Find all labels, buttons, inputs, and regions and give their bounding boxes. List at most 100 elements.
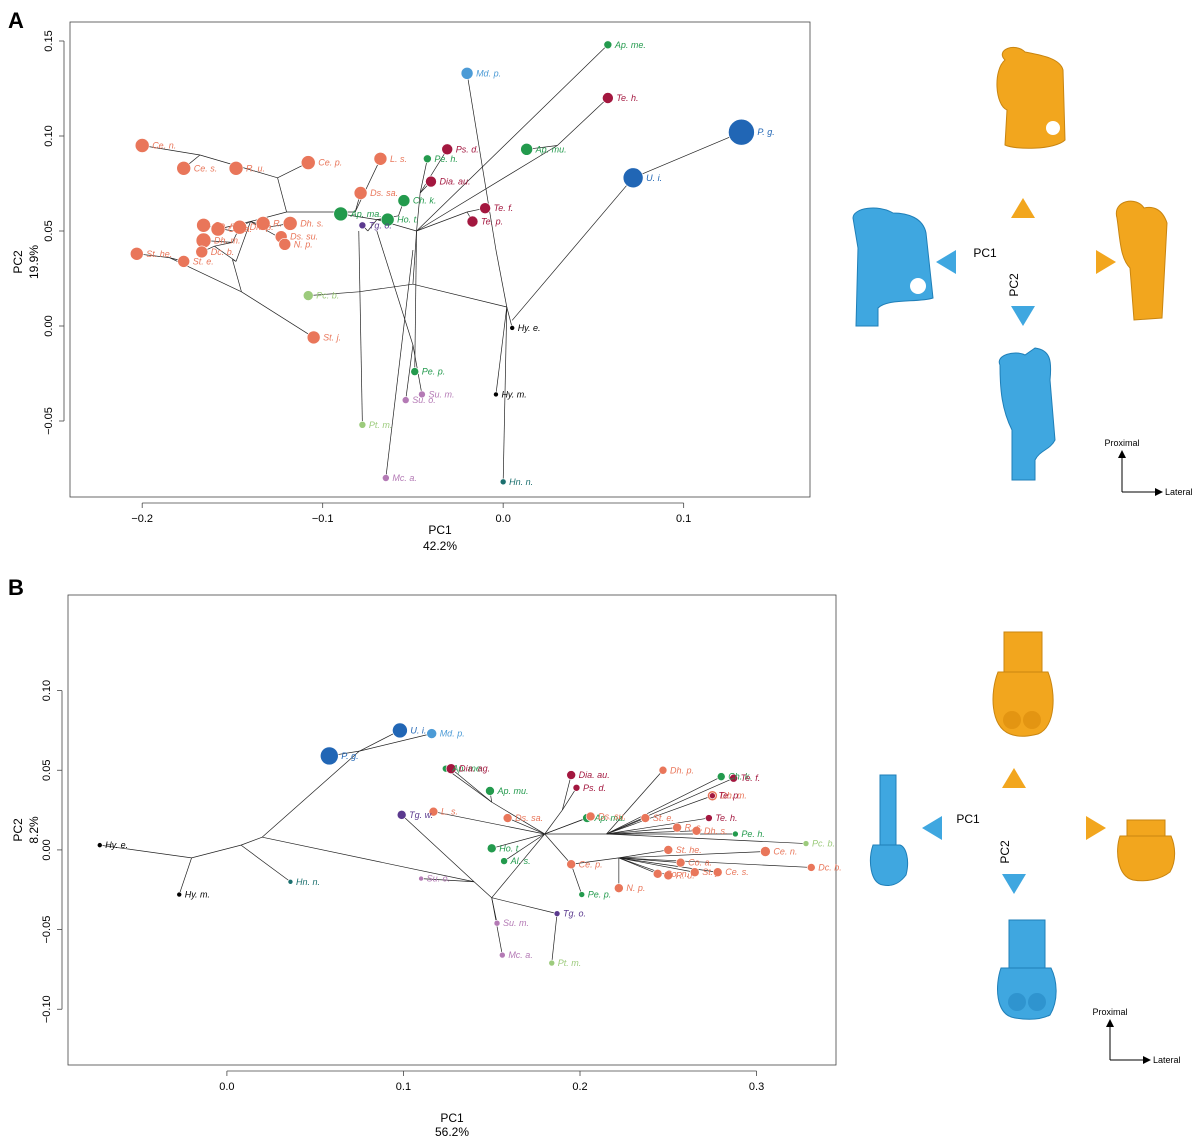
data-point xyxy=(401,396,410,404)
point-label: St. e. xyxy=(653,813,674,823)
data-point xyxy=(566,770,576,780)
pc1-compass-label: PC1 xyxy=(956,812,980,826)
x-tick-label: 0.0 xyxy=(219,1081,234,1093)
data-point xyxy=(382,474,390,482)
point-label: Md. p. xyxy=(476,68,501,78)
point-label: Dh. p. xyxy=(670,765,694,775)
tree-branch xyxy=(507,817,545,835)
panel-a-x-axis-subtitle: 42.2% xyxy=(423,539,457,553)
point-label: Su. m. xyxy=(503,918,529,928)
femur-proximal-orange-icon xyxy=(1115,200,1168,321)
data-point xyxy=(548,959,556,967)
point-label: Te. p. xyxy=(718,791,740,801)
data-point xyxy=(228,161,244,176)
panel-b-letter: B xyxy=(8,575,24,600)
tree-branch xyxy=(445,768,492,803)
data-point xyxy=(493,391,499,398)
lateral-label: Lateral xyxy=(1153,1055,1181,1065)
femur-distal-orange-icon xyxy=(1117,819,1176,882)
tree-branch xyxy=(632,131,742,179)
pc2-positive-arrowhead-icon xyxy=(1011,198,1035,218)
data-point xyxy=(675,857,686,868)
tree-branch xyxy=(618,857,812,868)
panel-b-x-axis-title: PC1 xyxy=(440,1111,464,1125)
point-label: Ap. ma. xyxy=(350,209,382,219)
data-point xyxy=(278,238,292,251)
tree-branch xyxy=(241,291,314,338)
data-point xyxy=(300,155,316,170)
lateral-arrowhead-icon xyxy=(1155,488,1163,496)
data-point xyxy=(485,786,495,796)
data-point xyxy=(479,202,491,214)
point-label: Pe. h. xyxy=(741,829,765,839)
data-point xyxy=(663,870,674,881)
x-tick-label: −0.1 xyxy=(312,513,334,525)
point-label: Te. h. xyxy=(715,813,737,823)
tree-branch xyxy=(557,97,609,146)
tree-branch xyxy=(235,221,251,262)
point-label: Ce. n. xyxy=(152,141,176,151)
point-label: L. s. xyxy=(441,807,458,817)
data-point xyxy=(760,846,771,857)
tree-branch xyxy=(618,857,718,873)
point-label: Ds. sa. xyxy=(515,813,543,823)
point-label: Pe. p. xyxy=(422,367,446,377)
femur-proximal-orange-icon xyxy=(996,47,1066,149)
panel-b-point-labels: Hy. e. Hy. m. Hn. n. P. g. U. i. Md. p. Ap. me… xyxy=(105,725,842,968)
data-point xyxy=(553,910,561,917)
point-label: Hy. e. xyxy=(518,323,541,333)
tree-branch xyxy=(367,219,378,232)
tree-branch xyxy=(376,230,414,346)
point-label: U. i. xyxy=(410,725,426,735)
tree-branch xyxy=(178,857,192,895)
tree-branch xyxy=(491,833,545,849)
data-point xyxy=(210,221,226,237)
data-point xyxy=(500,857,508,865)
point-label: Dh. m. xyxy=(214,236,241,246)
point-label: Su. o. xyxy=(412,395,436,405)
tree-branch xyxy=(401,814,475,883)
data-point xyxy=(460,67,474,80)
tree-branch xyxy=(412,230,417,285)
femur-distal-blue-icon xyxy=(870,774,909,886)
y-tick-label: 0.05 xyxy=(41,760,53,781)
tree-branch xyxy=(421,878,475,883)
point-label: Dh. s. xyxy=(300,218,324,228)
point-label: Te. p. xyxy=(481,217,503,227)
panel-a-y-axis-title: PC2 xyxy=(11,250,25,274)
panel-b-y-ticks: −0.10 −0.05 0.00 0.05 0.10 xyxy=(41,680,63,1023)
x-tick-label: 0.2 xyxy=(572,1081,587,1093)
y-tick-label: 0.15 xyxy=(43,30,55,51)
data-point xyxy=(566,859,576,870)
tree-branch xyxy=(240,844,291,883)
tree-branch xyxy=(606,827,678,835)
pc2-positive-arrowhead-icon xyxy=(1002,768,1026,788)
tree-branch xyxy=(606,833,807,844)
point-label: Hy. m. xyxy=(501,389,526,399)
point-label: Ce. s. xyxy=(194,163,218,173)
tree-branch xyxy=(412,283,507,308)
data-point xyxy=(614,883,624,893)
x-tick-label: 0.0 xyxy=(496,513,511,525)
pc1-negative-arrowhead-icon xyxy=(936,250,956,274)
tree-branch xyxy=(503,833,545,862)
tree-branch xyxy=(618,857,695,873)
point-label: Te. h. xyxy=(616,93,638,103)
tree-branch xyxy=(142,145,201,156)
pc2-negative-arrowhead-icon xyxy=(1002,874,1026,894)
data-point xyxy=(652,869,663,879)
data-point xyxy=(466,215,479,228)
panel-b-y-axis-title: PC2 xyxy=(11,818,25,842)
data-point xyxy=(663,845,674,855)
data-point xyxy=(396,810,407,820)
tree-branch xyxy=(562,787,577,811)
point-label: Ap. ma. xyxy=(594,813,626,823)
point-label: Dc. b. xyxy=(818,862,842,872)
tree-branch xyxy=(419,158,428,194)
data-point xyxy=(302,290,314,301)
data-point xyxy=(410,367,420,376)
tree-branch xyxy=(199,154,233,165)
panel-b-x-axis-subtitle: 56.2% xyxy=(435,1125,469,1139)
panel-a-orientation-key: Proximal Lateral xyxy=(1104,438,1192,497)
point-label: L. s. xyxy=(390,154,407,164)
